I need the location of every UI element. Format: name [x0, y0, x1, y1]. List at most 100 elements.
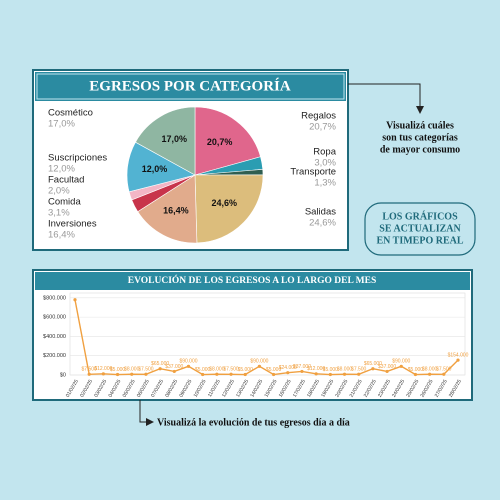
note: son tus categorías — [382, 132, 458, 143]
value-label: $90.000 — [179, 359, 197, 365]
slice-label: 17,0% — [161, 134, 187, 144]
pie-header-border — [36, 73, 345, 100]
legend-label: Transporte — [290, 167, 336, 178]
y-tick-label: $800.000 — [43, 295, 66, 301]
value-label: $37.000 — [293, 364, 311, 370]
arrow — [139, 400, 148, 423]
point — [342, 372, 347, 376]
value-label: $5.000 — [195, 367, 211, 373]
pie-slice — [194, 174, 264, 244]
legend-label: Suscripciones — [48, 153, 107, 164]
legend-value: 3,0% — [314, 158, 336, 169]
arrow-head — [416, 106, 424, 114]
value-label: $8.000 — [337, 367, 353, 373]
value-label: $5.000 — [238, 367, 254, 373]
legend-label: Inversiones — [48, 219, 97, 230]
value-label: $5.000 — [408, 367, 424, 373]
value-label: $8.000 — [209, 367, 225, 373]
slice-label: 12,0% — [142, 164, 168, 174]
point — [314, 372, 318, 376]
legend-value: 16,4% — [48, 230, 75, 241]
pie-slice — [137, 174, 198, 244]
point — [300, 369, 304, 374]
value-label: $8.000 — [422, 367, 438, 373]
point — [357, 372, 361, 376]
note: de mayor consumo — [380, 144, 460, 155]
point — [115, 372, 120, 377]
point — [158, 367, 162, 371]
point — [201, 372, 205, 377]
y-tick-label: $600.000 — [43, 315, 66, 321]
value-label: $37.000 — [165, 364, 183, 370]
pie-title: EGRESOS POR CATEGORÍA — [89, 77, 291, 94]
y-tick-label: $400.000 — [43, 334, 66, 340]
legend-value: 24,6% — [309, 218, 336, 229]
point — [172, 369, 176, 374]
value-label: $7.500 — [82, 367, 98, 373]
value-label: $7.500 — [138, 367, 154, 373]
point — [271, 372, 276, 377]
point — [243, 372, 247, 377]
legend-label: Comida — [48, 197, 81, 208]
note: Visualizá cuáles — [386, 120, 454, 131]
legend-value: 1,3% — [314, 178, 336, 189]
legend-label: Cosmético — [48, 108, 93, 119]
point — [456, 358, 460, 362]
value-label: $90.000 — [392, 359, 410, 365]
legend-label: Salidas — [305, 207, 336, 218]
line-title: EVOLUCIÓN DE LOS EGRESOS A LO LARGO DEL … — [128, 274, 376, 286]
value-label: $7.500 — [351, 367, 367, 373]
y-tick-label: $0 — [60, 372, 66, 378]
point — [73, 298, 77, 302]
point — [144, 372, 148, 376]
point — [385, 369, 389, 374]
slice-label: 16,4% — [163, 205, 189, 215]
legend-value: 12,0% — [48, 164, 75, 175]
legend-label: Regalos — [301, 111, 336, 122]
point — [229, 372, 233, 376]
badge-text: LOS GRÁFICOS — [382, 210, 458, 222]
value-label: $37.000 — [378, 364, 396, 370]
point — [442, 372, 446, 376]
value-label: $24.000 — [279, 365, 297, 371]
point — [130, 372, 134, 376]
value-label: $12.000 — [307, 366, 325, 372]
value-label: $7.500 — [223, 367, 239, 373]
value-label: $5.000 — [266, 367, 282, 373]
point — [286, 371, 290, 375]
pie-slice — [135, 106, 196, 176]
legend-value: 3,1% — [48, 208, 70, 219]
badge-text: SE ACTUALIZAN — [379, 223, 461, 234]
value-label: $65.000 — [364, 361, 382, 367]
point — [215, 372, 219, 376]
value-label: $65.000 — [151, 361, 169, 367]
badge-text: EN TIMEPO REAL — [376, 235, 463, 246]
value-label: $90.000 — [250, 359, 268, 365]
value-label: $5.000 — [110, 367, 126, 373]
legend-value: 2,0% — [48, 186, 70, 197]
line-header — [35, 272, 470, 290]
value-label: $8.000 — [124, 367, 140, 373]
point — [371, 367, 375, 371]
legend-value: 17,0% — [48, 119, 75, 130]
slice-label: 24,6% — [212, 198, 238, 208]
point — [428, 372, 432, 376]
badge — [364, 202, 476, 256]
point — [328, 372, 332, 377]
legend-label: Ropa — [313, 147, 336, 158]
value-label: $7.500 — [436, 367, 452, 373]
point — [186, 364, 191, 368]
slice-label: 20,7% — [207, 137, 233, 147]
arrow — [348, 83, 421, 108]
point — [399, 364, 403, 368]
y-tick-label: $200.000 — [43, 353, 66, 359]
note: Visualizá la evolución de tus egresos dí… — [157, 417, 350, 428]
value-label: $12.000 — [94, 366, 112, 372]
point — [413, 372, 418, 377]
legend-value: 20,7% — [309, 122, 336, 133]
point — [257, 364, 262, 368]
pie-header — [35, 72, 346, 101]
pie-slice — [194, 106, 261, 176]
value-label: $5.000 — [323, 367, 339, 373]
